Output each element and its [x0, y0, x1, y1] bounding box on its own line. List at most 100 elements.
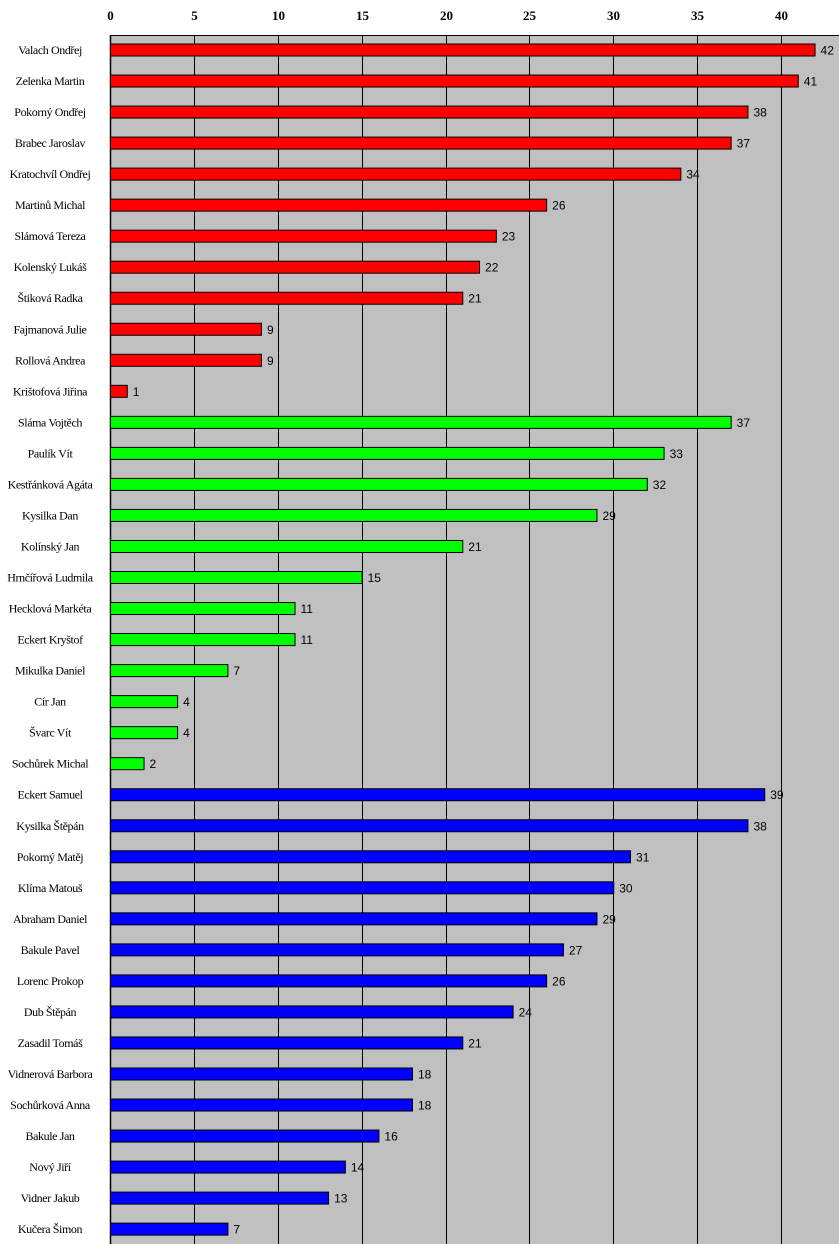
- bar: [110, 974, 548, 988]
- category-label: Kučera Šimon: [18, 1222, 83, 1236]
- data-label: 22: [485, 261, 499, 275]
- category-label: Brabec Jaroslav: [15, 136, 86, 150]
- category-label: Pokorný Matěj: [17, 850, 84, 864]
- category-label: Eckert Samuel: [17, 788, 83, 802]
- bar: [110, 43, 816, 57]
- x-tick-label: 30: [607, 8, 620, 23]
- bar: [110, 1067, 413, 1081]
- data-label: 13: [334, 1192, 348, 1206]
- data-label: 2: [150, 757, 157, 771]
- category-label: Mikulka Daniel: [15, 664, 86, 678]
- bar: [110, 602, 296, 616]
- x-tick-label: 20: [440, 8, 453, 23]
- bar: [110, 1098, 413, 1112]
- bar: [110, 664, 229, 678]
- bar: [110, 322, 262, 336]
- bar: [110, 1222, 229, 1236]
- data-label: 38: [753, 106, 767, 120]
- data-label: 26: [552, 199, 566, 213]
- category-label: Vidnerová Barbora: [8, 1067, 94, 1081]
- category-label: Vidner Jakub: [21, 1191, 80, 1205]
- category-label: Fajmanová Julie: [14, 322, 87, 336]
- category-label: Nový Jiří: [29, 1160, 71, 1174]
- data-label: 31: [636, 850, 650, 864]
- data-label: 9: [267, 323, 274, 337]
- category-label: Švarc Vít: [29, 726, 72, 740]
- bar: [110, 167, 682, 181]
- bar: [110, 726, 179, 740]
- data-label: 24: [519, 1005, 533, 1019]
- data-label: 4: [183, 695, 190, 709]
- bar: [110, 819, 749, 833]
- x-tick-label: 5: [191, 8, 198, 23]
- data-label: 21: [468, 1036, 482, 1050]
- bar: [110, 1160, 346, 1174]
- data-label: 23: [502, 230, 516, 244]
- bar: [110, 881, 615, 895]
- x-tick-label: 0: [107, 8, 114, 23]
- category-label: Rollová Andrea: [15, 353, 86, 367]
- bar: [110, 912, 598, 926]
- category-label: Kysilka Štěpán: [16, 819, 84, 833]
- category-label: Krištofová Jiřina: [13, 384, 88, 398]
- category-label: Abraham Daniel: [13, 912, 88, 926]
- data-label: 27: [569, 943, 583, 957]
- data-label: 15: [368, 571, 382, 585]
- category-label: Kolínský Jan: [21, 539, 80, 553]
- data-label: 30: [619, 881, 633, 895]
- category-label: Paulík Vít: [28, 446, 74, 460]
- data-label: 21: [468, 540, 482, 554]
- data-label: 29: [602, 912, 616, 926]
- bar: [110, 508, 598, 522]
- category-label: Kysilka Dan: [22, 508, 78, 522]
- category-label: Kestřánková Agáta: [8, 477, 94, 491]
- bar: [110, 477, 648, 491]
- data-label: 37: [737, 416, 751, 430]
- category-label: Bakule Pavel: [21, 943, 81, 957]
- category-label: Sochůrková Anna: [10, 1098, 91, 1112]
- category-label: Zelenka Martin: [16, 74, 85, 88]
- bar: [110, 105, 749, 119]
- bar: [110, 384, 128, 398]
- data-label: 18: [418, 1067, 432, 1081]
- data-label: 4: [183, 726, 190, 740]
- data-label: 41: [804, 75, 818, 89]
- bar: [110, 1036, 464, 1050]
- data-label: 14: [351, 1161, 365, 1175]
- category-label: Lorenc Prokop: [17, 974, 84, 988]
- data-label: 32: [653, 478, 667, 492]
- data-label: 16: [384, 1130, 398, 1144]
- category-label: Slámová Tereza: [15, 229, 87, 243]
- data-label: 42: [821, 44, 835, 58]
- category-label: Martinů Michal: [15, 198, 86, 212]
- data-label: 9: [267, 354, 274, 368]
- category-label: Bakule Jan: [26, 1129, 75, 1143]
- x-tick-label: 25: [523, 8, 537, 23]
- data-label: 26: [552, 974, 566, 988]
- category-label: Pokorný Ondřej: [14, 105, 85, 119]
- bar: [110, 229, 497, 243]
- bar: [110, 571, 363, 585]
- bar: [110, 74, 799, 88]
- bar: [110, 757, 145, 771]
- category-label: Hrnčířová Ludmila: [7, 571, 94, 585]
- data-label: 33: [670, 447, 684, 461]
- category-label: Zasadil Tomáš: [18, 1036, 83, 1050]
- bar: [110, 1191, 330, 1205]
- category-label: Sochůrek Michal: [12, 757, 89, 771]
- x-tick-label: 15: [356, 8, 370, 23]
- category-label: Klíma Matouš: [18, 881, 83, 895]
- bar: [110, 850, 632, 864]
- bar: [110, 198, 548, 212]
- bar: [110, 446, 665, 460]
- bar: [110, 291, 464, 305]
- category-label: Hecklová Markéta: [9, 602, 93, 616]
- category-label: Štiková Radka: [17, 291, 83, 305]
- category-label: Eckert Kryštof: [17, 633, 83, 647]
- category-label: Kolenský Lukáš: [14, 260, 87, 274]
- category-label: Sláma Vojtěch: [18, 415, 82, 429]
- bar: [110, 695, 179, 709]
- bar: [110, 633, 296, 647]
- data-label: 38: [753, 819, 767, 833]
